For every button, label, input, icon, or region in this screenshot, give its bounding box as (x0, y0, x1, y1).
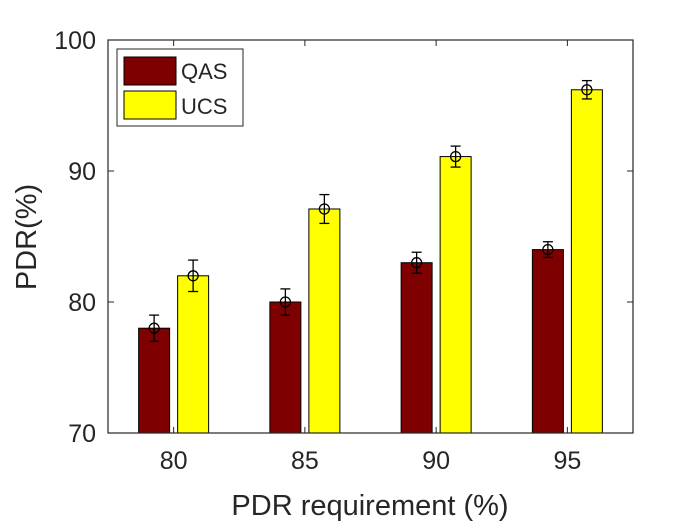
legend: QAS UCS (116, 48, 244, 127)
legend-swatch-ucs (123, 90, 177, 120)
legend-swatch-qas (123, 56, 177, 86)
bar-qas-95 (531, 249, 564, 434)
errorbar-marker-ucs-80 (187, 270, 199, 282)
bar-ucs-85 (308, 208, 341, 434)
legend-label-qas: QAS (181, 59, 227, 84)
errorbar-marker-ucs-85 (318, 203, 331, 215)
axes-box (107, 39, 634, 434)
bar-ucs-95 (570, 89, 603, 434)
bar-qas-80 (138, 327, 171, 434)
y-axis-label: PDR(%) (11, 184, 43, 290)
x-tick-label-90: 90 (422, 447, 450, 475)
x-axis-ticks: 80 85 90 95 (160, 40, 581, 475)
y-tick-label-100: 100 (54, 27, 96, 55)
bar-qas-90 (400, 262, 433, 434)
x-tick-label-85: 85 (291, 447, 319, 475)
bar-qas-85 (269, 301, 302, 434)
errorbars-layer (148, 79, 593, 342)
x-axis-label: PDR requirement (%) (231, 490, 508, 522)
x-tick-label-95: 95 (553, 447, 581, 475)
x-tick-label-80: 80 (160, 447, 188, 475)
bars-layer (138, 89, 603, 434)
errorbar-marker-qas-90 (410, 257, 423, 269)
y-tick-label-80: 80 (68, 289, 96, 317)
errorbar-marker-qas-95 (542, 243, 554, 256)
y-tick-label-90: 90 (68, 158, 96, 186)
bar-ucs-90 (439, 156, 472, 434)
legend-label-ucs: UCS (181, 94, 227, 119)
errorbar-marker-qas-80 (148, 322, 160, 334)
errorbar-marker-ucs-95 (581, 84, 593, 96)
errorbar-marker-ucs-90 (449, 150, 462, 163)
bar-ucs-80 (177, 275, 210, 434)
y-tick-label-70: 70 (68, 420, 96, 448)
y-axis-ticks: 70 80 90 100 (54, 27, 633, 448)
errorbar-marker-qas-85 (279, 296, 292, 308)
